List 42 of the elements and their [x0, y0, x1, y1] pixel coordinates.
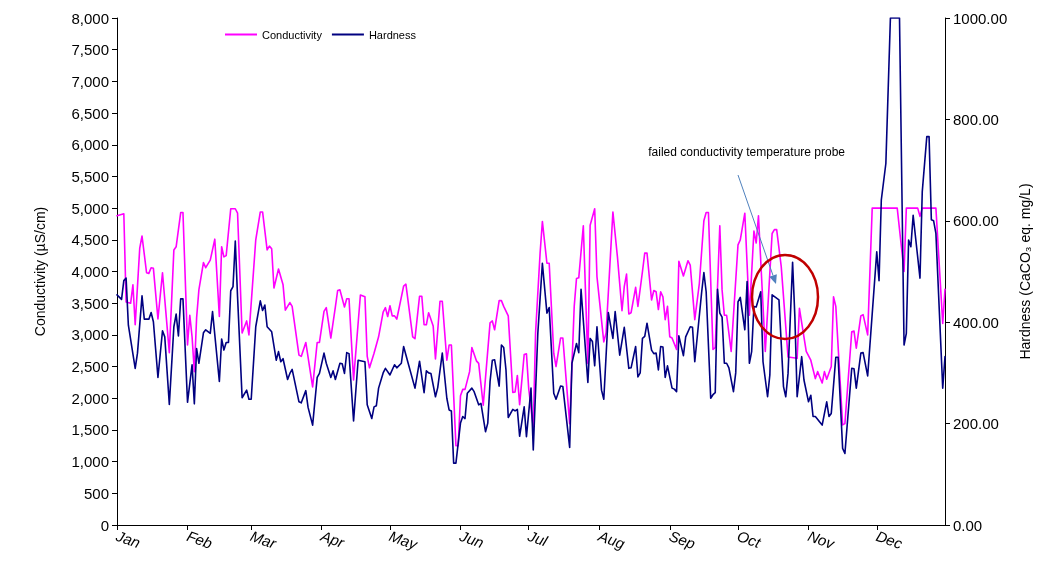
y2-tick-label: 600.00 [953, 212, 999, 230]
x-tick-label: Oct [735, 527, 764, 552]
y-tick-label: 7,500 [71, 41, 109, 59]
x-tick-label: Dec [873, 527, 906, 553]
y2-tick-label: 400.00 [953, 313, 999, 331]
y-tick-label: 1,500 [71, 421, 109, 439]
x-tick-label: Jan [113, 526, 143, 552]
y-tick-label: 6,500 [71, 104, 109, 122]
x-tick-label: Mar [248, 527, 280, 553]
line-series [116, 207, 946, 447]
x-tick-label: Sep [666, 527, 698, 553]
y-tick-label: 6,000 [71, 136, 109, 154]
x-tick-label: Aug [595, 526, 628, 553]
y-tick-label: 2,000 [71, 389, 109, 407]
y-tick-label: 3,500 [71, 294, 109, 312]
y-axis-title: Conductivity (µS/cm) [32, 206, 48, 337]
annotation: failed conductivity temperature probe [648, 145, 846, 159]
y-tick-label: 500 [83, 484, 109, 502]
y-tick-label: 1,000 [71, 453, 109, 471]
y2-tick-label: 800.00 [953, 110, 999, 128]
x-tick-label: Jul [524, 526, 551, 550]
x-tick-label: Feb [184, 527, 215, 552]
y-tick-label: 8,000 [71, 9, 109, 27]
legend-label: Conductivity [262, 28, 323, 41]
y2-tick-label: 1000.00 [953, 9, 1008, 27]
y-tick-label: 3,000 [71, 326, 109, 344]
y-tick-label: 5,000 [71, 199, 109, 217]
x-tick-label: May [387, 527, 421, 554]
x-tick-label: Nov [805, 527, 838, 553]
y-tick-label: 5,500 [71, 167, 109, 185]
y-tick-label: 2,500 [71, 358, 109, 376]
y-tick-label: 4,000 [71, 263, 109, 280]
y-tick-label: 7,000 [71, 72, 109, 90]
legend-label: Hardness [368, 28, 417, 41]
x-tick-label: Jun [456, 526, 487, 552]
y2-tick-label: 200.00 [953, 415, 999, 433]
line-series [116, 17, 946, 464]
y2-tick-label: 0.00 [953, 516, 983, 534]
y2-axis-title: Hardness (CaCO₃ eq. mg/L) [1017, 183, 1034, 360]
x-tick-label: Apr [317, 526, 348, 552]
y-tick-label: 0 [100, 516, 109, 534]
y-tick-label: 4,500 [71, 231, 109, 249]
